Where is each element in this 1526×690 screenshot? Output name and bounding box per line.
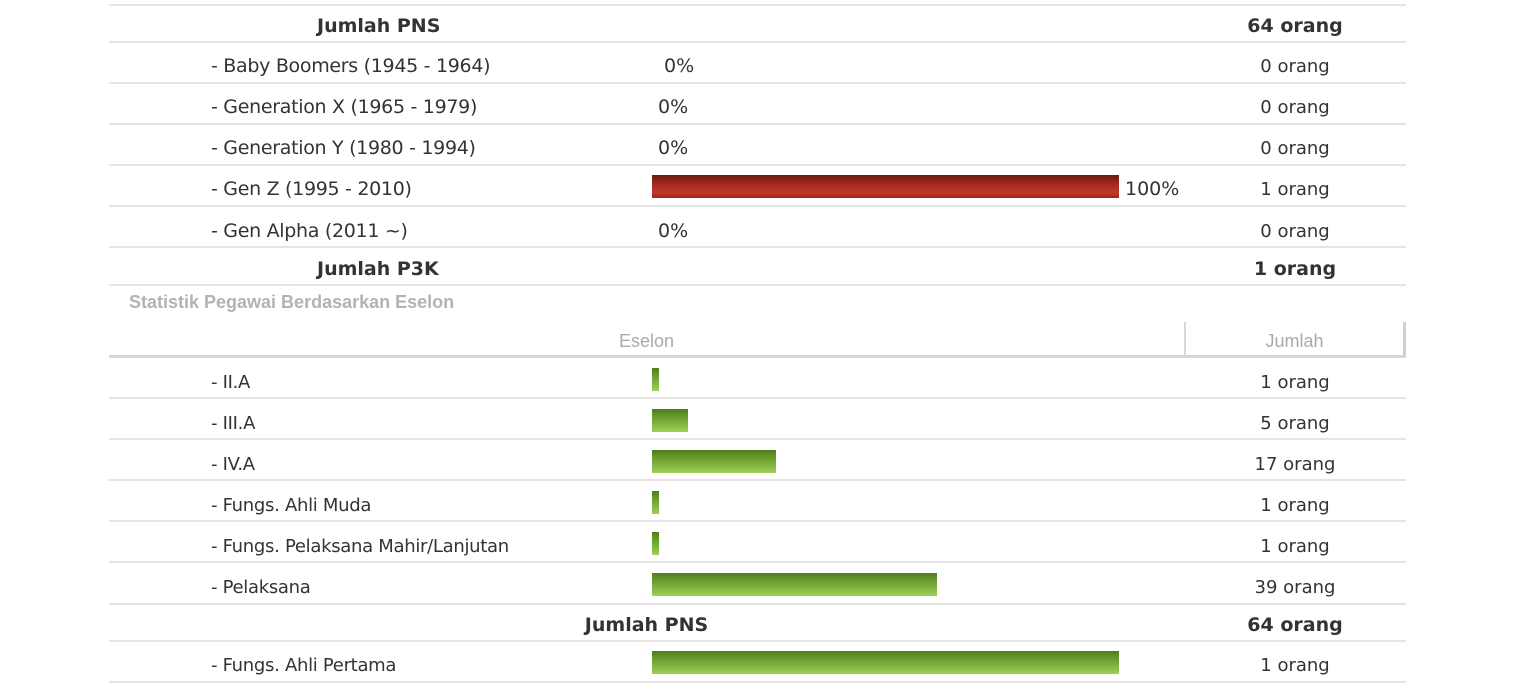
eselon-bar — [652, 409, 688, 432]
eselon-label: - Fungs. Ahli Muda — [211, 495, 372, 516]
divider — [109, 397, 1406, 399]
divider — [109, 82, 1406, 84]
divider — [109, 205, 1406, 207]
divider — [109, 479, 1406, 481]
total-pns-row: Jumlah PNS 64 orang — [109, 6, 1406, 47]
eselon-count: 5 orang — [1260, 413, 1330, 434]
generation-percent: 0% — [658, 137, 689, 159]
eselon-label: - III.A — [211, 413, 256, 434]
generation-percent: 0% — [664, 55, 695, 77]
divider — [109, 284, 1406, 286]
total-p3k-value: 1 orang — [1253, 258, 1337, 280]
eselon-total-pns-value: 64 orang — [1247, 614, 1343, 636]
eselon-label: - IV.A — [211, 454, 255, 475]
eselon-total-pns-label: Jumlah PNS — [584, 614, 709, 636]
generation-percent: 100% — [1125, 178, 1180, 200]
generation-count: 0 orang — [1260, 56, 1330, 77]
generation-label: - Generation X (1965 - 1979) — [211, 96, 478, 118]
eselon-row: - III.A 5 orang — [109, 403, 1406, 444]
divider — [109, 123, 1406, 125]
total-p3k-label: Jumlah P3K — [317, 258, 439, 280]
eselon-p3k-row: - Fungs. Ahli Pertama 1 orang — [109, 645, 1406, 686]
generation-count: 0 orang — [1260, 97, 1330, 118]
generation-label: - Gen Z (1995 - 2010) — [211, 178, 412, 200]
eselon-count: 39 orang — [1254, 577, 1336, 598]
generation-count: 0 orang — [1260, 138, 1330, 159]
eselon-total-pns-row: Jumlah PNS 64 orang — [109, 605, 1406, 646]
generation-percent: 0% — [658, 220, 689, 242]
generation-count: 0 orang — [1260, 221, 1330, 242]
eselon-bar — [652, 491, 659, 514]
eselon-row: - II.A 1 orang — [109, 362, 1406, 403]
eselon-count: 1 orang — [1260, 655, 1330, 676]
generation-row: - Generation Y (1980 - 1994) 0% 0 orang — [109, 128, 1406, 169]
generation-progress-bar — [652, 175, 1119, 198]
column-divider — [1184, 322, 1186, 357]
generation-row: - Gen Alpha (2011 ~) 0% 0 orang — [109, 211, 1406, 252]
generation-row: - Baby Boomers (1945 - 1964) 0% 0 orang — [109, 46, 1406, 87]
eselon-row: - IV.A 17 orang — [109, 444, 1406, 485]
total-p3k-row: Jumlah P3K 1 orang — [109, 249, 1406, 290]
eselon-count: 1 orang — [1260, 372, 1330, 393]
divider — [109, 438, 1406, 440]
divider — [109, 561, 1406, 563]
eselon-bar — [652, 532, 659, 555]
eselon-bar — [652, 450, 776, 473]
eselon-label: - Fungs. Pelaksana Mahir/Lanjutan — [211, 536, 509, 557]
divider — [109, 603, 1406, 605]
column-divider — [1403, 322, 1406, 357]
generation-row: - Generation X (1965 - 1979) 0% 0 orang — [109, 87, 1406, 128]
generation-percent: 0% — [658, 96, 689, 118]
eselon-bar — [652, 368, 659, 391]
total-pns-value: 64 orang — [1247, 15, 1343, 37]
divider — [109, 640, 1406, 642]
eselon-label: - II.A — [211, 372, 251, 393]
generation-label: - Generation Y (1980 - 1994) — [211, 137, 476, 159]
eselon-bar — [652, 651, 1119, 674]
eselon-row: - Fungs. Ahli Muda 1 orang — [109, 485, 1406, 526]
divider — [109, 4, 1406, 6]
eselon-count: 17 orang — [1254, 454, 1336, 475]
eselon-bar — [652, 573, 937, 596]
divider — [109, 681, 1406, 683]
eselon-count: 1 orang — [1260, 536, 1330, 557]
eselon-label: - Pelaksana — [211, 577, 311, 598]
column-header-eselon[interactable]: Eselon — [618, 331, 675, 351]
section-title: Statistik Pegawai Berdasarkan Eselon — [129, 292, 455, 312]
eselon-count: 1 orang — [1260, 495, 1330, 516]
divider — [109, 520, 1406, 522]
eselon-row: - Pelaksana 39 orang — [109, 567, 1406, 608]
generation-row: - Gen Z (1995 - 2010) 100% 1 orang — [109, 169, 1406, 210]
generation-label: - Baby Boomers (1945 - 1964) — [211, 55, 491, 77]
divider — [109, 164, 1406, 166]
eselon-label: - Fungs. Ahli Pertama — [211, 655, 397, 676]
column-header-jumlah[interactable]: Jumlah — [1265, 331, 1324, 351]
header-divider — [109, 355, 1406, 358]
generation-label: - Gen Alpha (2011 ~) — [211, 220, 408, 242]
total-pns-label: Jumlah PNS — [317, 15, 441, 37]
generation-count: 1 orang — [1260, 179, 1330, 200]
divider — [109, 246, 1406, 248]
eselon-row: - Fungs. Pelaksana Mahir/Lanjutan 1 oran… — [109, 526, 1406, 567]
divider — [109, 41, 1406, 43]
